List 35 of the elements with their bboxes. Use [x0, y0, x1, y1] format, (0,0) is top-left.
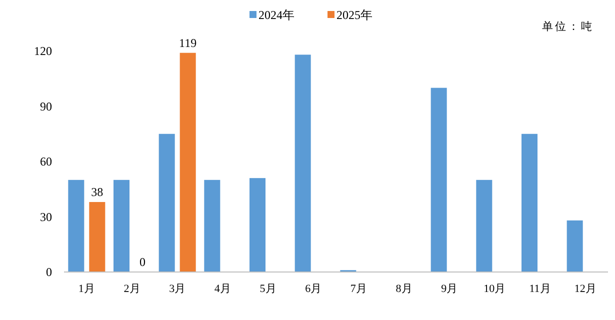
x-tick-label: 9月 [441, 283, 458, 295]
data-label: 0 [140, 255, 146, 269]
x-tick-label: 1月 [78, 283, 95, 295]
y-tick-label: 120 [34, 44, 52, 58]
x-tick-label: 2月 [124, 283, 140, 295]
legend-label: 2024年 [258, 8, 294, 22]
y-tick-label: 60 [40, 154, 52, 168]
x-tick-label: 6月 [305, 283, 322, 295]
x-tick-label: 8月 [396, 283, 412, 295]
data-label: 119 [179, 36, 197, 50]
data-label: 38 [91, 185, 104, 200]
y-tick-label: 30 [40, 210, 52, 224]
x-tick-label: 4月 [214, 283, 231, 295]
y-tick-label: 0 [46, 265, 52, 279]
bar [68, 180, 84, 272]
bar [294, 54, 311, 272]
x-tick-label: 3月 [169, 283, 186, 295]
bar [158, 134, 175, 272]
bar [114, 180, 130, 272]
x-tick-label: 10月 [484, 283, 506, 295]
bar [430, 88, 447, 272]
x-tick-label: 7月 [350, 283, 367, 295]
bar [250, 178, 266, 272]
bar [204, 180, 220, 272]
x-tick-label: 12月 [574, 283, 596, 295]
bar [180, 52, 196, 272]
bar [522, 134, 538, 272]
bar [89, 202, 106, 272]
legend-label: 2025年 [336, 8, 372, 22]
y-tick-label: 90 [40, 99, 52, 114]
x-tick-label: 11月 [529, 283, 551, 295]
text: 单位：吨 [542, 20, 594, 33]
bar [566, 220, 583, 272]
bar [476, 180, 492, 272]
x-tick-label: 5月 [260, 283, 276, 295]
